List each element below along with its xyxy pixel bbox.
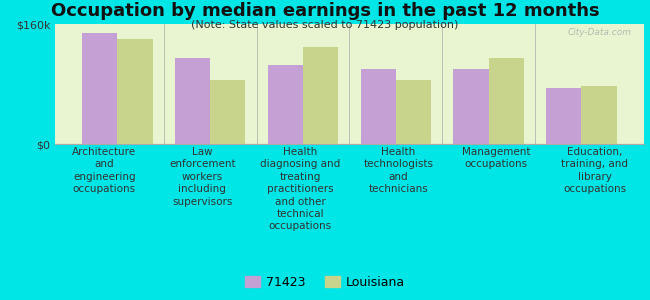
Bar xyxy=(175,58,210,144)
Bar xyxy=(489,58,524,144)
Bar xyxy=(361,69,396,144)
Bar xyxy=(303,46,338,144)
Bar xyxy=(396,80,431,144)
Bar xyxy=(546,88,582,144)
Bar xyxy=(117,39,153,144)
Legend: 71423, Louisiana: 71423, Louisiana xyxy=(240,271,410,294)
Text: City-Data.com: City-Data.com xyxy=(567,28,632,37)
Text: Management
occupations: Management occupations xyxy=(462,147,530,170)
Text: Architecture
and
engineering
occupations: Architecture and engineering occupations xyxy=(72,147,136,194)
Bar xyxy=(268,65,303,144)
Text: Health
technologists
and
technicians: Health technologists and technicians xyxy=(363,147,434,194)
Text: Health
diagnosing and
treating
practitioners
and other
technical
occupations: Health diagnosing and treating practitio… xyxy=(260,147,341,231)
Text: Education,
training, and
library
occupations: Education, training, and library occupat… xyxy=(561,147,628,194)
Text: Occupation by median earnings in the past 12 months: Occupation by median earnings in the pas… xyxy=(51,2,599,20)
Bar xyxy=(82,33,117,144)
Bar xyxy=(210,80,246,144)
Bar xyxy=(582,85,617,144)
Text: Law
enforcement
workers
including
supervisors: Law enforcement workers including superv… xyxy=(169,147,236,207)
Text: (Note: State values scaled to 71423 population): (Note: State values scaled to 71423 popu… xyxy=(191,20,459,29)
Bar xyxy=(453,69,489,144)
